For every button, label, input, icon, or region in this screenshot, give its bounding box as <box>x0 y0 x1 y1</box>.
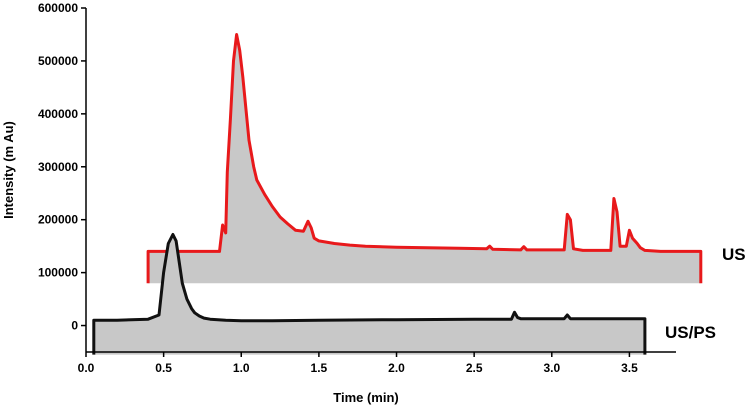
series-area-fill <box>148 34 701 284</box>
series-us <box>146 33 703 284</box>
ticks-layer: 0 100000 200000 300000 400000 500000 600000 0.0… <box>38 1 638 375</box>
x-axis-title: Time (min) <box>333 390 399 405</box>
x-tick-label: 0.5 <box>155 361 172 375</box>
y-tick-label: 100000 <box>38 266 78 280</box>
x-tick-label: 2.5 <box>466 361 483 375</box>
y-tick-label: 600000 <box>38 1 78 15</box>
x-tick-label: 0.0 <box>78 361 95 375</box>
y-axis-title: Intensity (m Au) <box>1 121 16 219</box>
series-us-ps <box>92 233 647 355</box>
axes-layer <box>85 8 676 353</box>
series-labels-layer: US US/PS <box>665 245 746 342</box>
series-layer <box>92 33 703 355</box>
x-tick-label: 1.5 <box>311 361 328 375</box>
series-area-fill <box>93 234 645 355</box>
y-tick-label: 0 <box>71 319 78 333</box>
series-line <box>146 33 703 284</box>
y-tick-label: 400000 <box>38 107 78 121</box>
y-tick-label: 200000 <box>38 213 78 227</box>
y-tick-label: 500000 <box>38 54 78 68</box>
x-tick-label: 3.5 <box>621 361 638 375</box>
y-tick-label: 300000 <box>38 160 78 174</box>
x-tick-label: 3.0 <box>543 361 560 375</box>
series-line <box>92 233 647 355</box>
series-label: US/PS <box>665 323 716 342</box>
series-label: US <box>722 245 746 264</box>
x-tick-label: 2.0 <box>388 361 405 375</box>
x-tick-label: 1.0 <box>233 361 250 375</box>
